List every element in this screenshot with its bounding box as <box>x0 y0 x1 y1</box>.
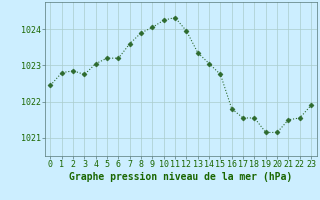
X-axis label: Graphe pression niveau de la mer (hPa): Graphe pression niveau de la mer (hPa) <box>69 172 292 182</box>
